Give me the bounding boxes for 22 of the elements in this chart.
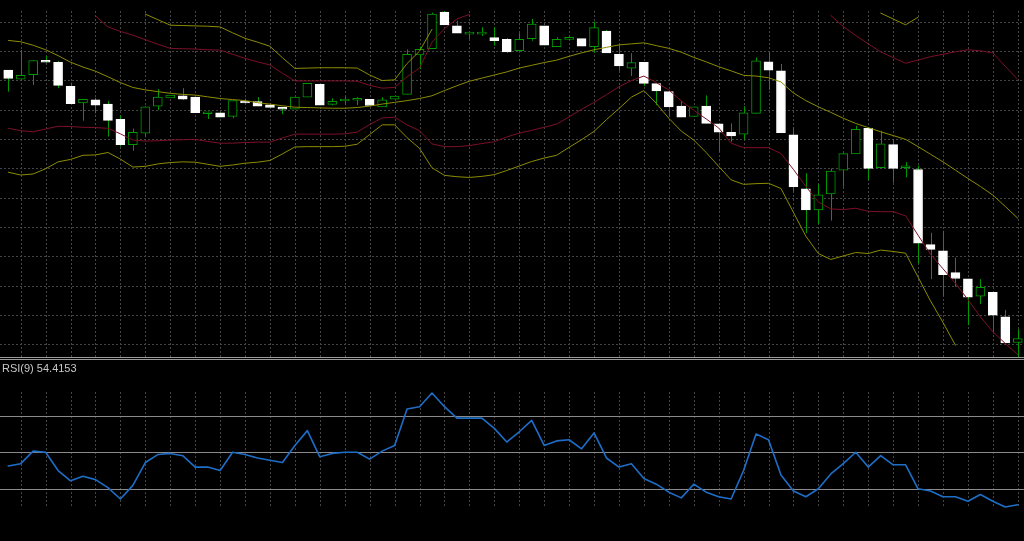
candlestick	[988, 291, 998, 334]
candlestick	[726, 122, 736, 143]
candlestick	[825, 167, 836, 222]
candlestick	[801, 172, 811, 234]
candlestick	[963, 278, 973, 326]
candlestick	[838, 153, 849, 188]
candlestick	[850, 125, 861, 155]
candlestick	[639, 61, 649, 87]
candlestick	[103, 100, 113, 138]
candlestick	[614, 44, 624, 72]
candlestick	[925, 232, 936, 280]
candlestick	[152, 88, 163, 111]
candlestick	[888, 138, 898, 184]
candlestick	[489, 26, 500, 47]
chart-title: RSI(9) 54.4153	[2, 362, 77, 375]
candlestick	[738, 105, 749, 140]
candlestick	[950, 257, 961, 288]
candlestick	[589, 21, 599, 54]
candlestick	[53, 60, 63, 89]
candlestick	[3, 69, 14, 93]
candlestick	[701, 94, 712, 124]
candlestick	[938, 230, 948, 297]
